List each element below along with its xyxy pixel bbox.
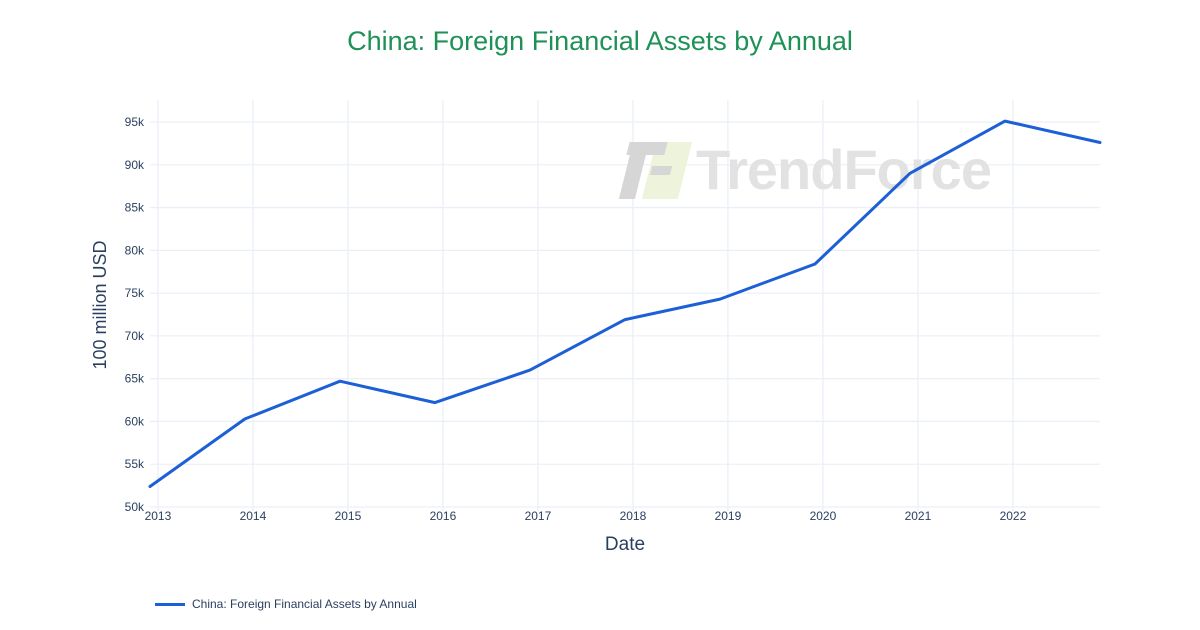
watermark-brand-text: TrendForce [696, 138, 992, 201]
x-tick-label: 2015 [335, 509, 362, 523]
x-tick-label: 2018 [620, 509, 647, 523]
trendforce-watermark: TrendForce [618, 138, 992, 201]
x-tick-label: 2022 [1000, 509, 1027, 523]
y-tick-label: 90k [125, 158, 145, 172]
y-tick-label: 60k [125, 414, 145, 428]
x-tick-label: 2016 [430, 509, 457, 523]
chart-title: China: Foreign Financial Assets by Annua… [347, 26, 853, 56]
y-tick-label: 75k [125, 286, 145, 300]
y-tick-label: 65k [125, 372, 145, 386]
y-tick-label: 70k [125, 329, 145, 343]
y-tick-label: 80k [125, 243, 145, 257]
x-axis-title: Date [604, 534, 646, 555]
y-tick-label: 95k [125, 115, 145, 129]
data-line [148, 119, 1102, 488]
x-tick-label: 2017 [525, 509, 552, 523]
x-tick-label: 2020 [810, 509, 837, 523]
y-axis-title: 100 million USD [90, 240, 110, 370]
x-tick-label: 2013 [145, 509, 172, 523]
legend-label: China: Foreign Financial Assets by Annua… [192, 597, 417, 611]
y-tick-label: 85k [125, 201, 145, 215]
y-tick-label: 55k [125, 457, 145, 471]
legend-line-swatch [155, 602, 185, 606]
legend-item[interactable]: China: Foreign Financial Assets by Annua… [155, 597, 417, 611]
x-tick-label: 2019 [715, 509, 742, 523]
x-tick-label: 2021 [905, 509, 932, 523]
y-tick-label: 50k [125, 500, 145, 514]
x-tick-label: 2014 [240, 509, 267, 523]
